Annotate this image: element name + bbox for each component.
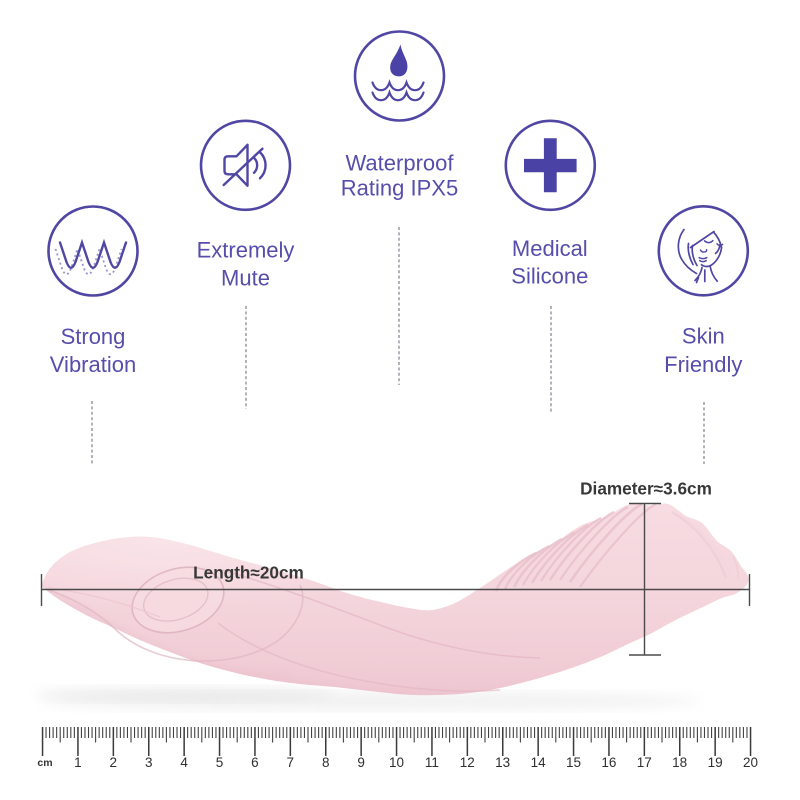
svg-text:Skin: Skin	[682, 324, 725, 349]
svg-text:10: 10	[389, 755, 404, 770]
svg-text:8: 8	[322, 755, 330, 770]
svg-text:Strong: Strong	[61, 324, 126, 349]
svg-text:Rating IPX5: Rating IPX5	[341, 176, 458, 201]
svg-text:1: 1	[74, 755, 82, 770]
svg-text:19: 19	[708, 755, 723, 770]
svg-text:Mute: Mute	[221, 265, 270, 290]
svg-text:Silicone: Silicone	[511, 264, 588, 289]
svg-text:2: 2	[110, 755, 118, 770]
svg-text:5: 5	[216, 755, 224, 770]
svg-text:Length≈20cm: Length≈20cm	[193, 563, 304, 583]
svg-text:15: 15	[566, 755, 581, 770]
svg-text:4: 4	[180, 755, 188, 770]
svg-text:Medical: Medical	[512, 236, 588, 261]
svg-text:Friendly: Friendly	[664, 352, 742, 377]
svg-text:9: 9	[357, 755, 365, 770]
svg-text:Extremely: Extremely	[197, 238, 295, 263]
svg-text:13: 13	[495, 755, 510, 770]
svg-text:12: 12	[460, 755, 475, 770]
svg-text:Diameter≈3.6cm: Diameter≈3.6cm	[580, 479, 712, 499]
svg-text:3: 3	[145, 755, 153, 770]
svg-text:6: 6	[251, 755, 259, 770]
svg-text:14: 14	[531, 755, 547, 770]
svg-text:16: 16	[601, 755, 616, 770]
svg-text:Vibration: Vibration	[50, 352, 136, 377]
svg-text:cm: cm	[37, 757, 52, 769]
svg-text:20: 20	[743, 755, 758, 770]
svg-text:18: 18	[672, 755, 687, 770]
svg-text:11: 11	[425, 755, 439, 770]
svg-text:7: 7	[287, 755, 295, 770]
svg-text:Waterproof: Waterproof	[345, 151, 454, 176]
svg-text:17: 17	[637, 755, 652, 770]
